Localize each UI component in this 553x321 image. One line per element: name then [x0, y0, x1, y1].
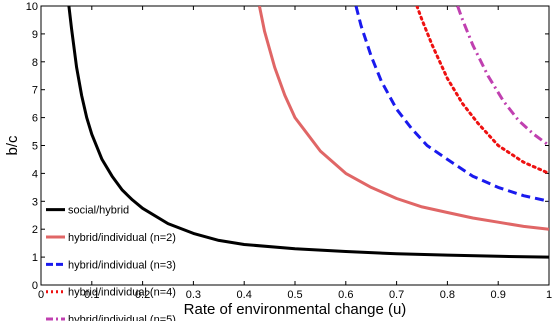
series-line-5	[456, 6, 549, 147]
series-line-2	[257, 6, 549, 231]
y-tick-label: 9	[32, 29, 38, 41]
y-tick-label: 5	[32, 141, 38, 153]
y-tick-label: 8	[32, 57, 38, 69]
x-tick-label: 0.1	[84, 289, 99, 301]
y-tick-label: 10	[26, 1, 38, 13]
series-line-1	[67, 6, 549, 259]
legend-label-5: hybrid/individual (n=5)	[68, 314, 176, 321]
x-axis-label: Rate of environmental change (u)	[184, 301, 407, 318]
y-tick-label: 2	[32, 224, 38, 236]
x-tick-label: 0.9	[491, 289, 506, 301]
series-line-3	[354, 6, 549, 203]
y-tick-label: 7	[32, 85, 38, 97]
x-tick-label: 0.8	[440, 289, 455, 301]
y-tick-label: 4	[32, 168, 38, 180]
series-line-4	[415, 6, 549, 175]
x-tick-label: 0.7	[389, 289, 404, 301]
x-tick-label: 0.2	[135, 289, 150, 301]
x-tick-label: 0	[38, 289, 44, 301]
legend-label-3: hybrid/individual (n=3)	[68, 259, 176, 271]
legend-label-2: hybrid/individual (n=2)	[68, 232, 176, 244]
y-tick-label: 3	[32, 196, 38, 208]
y-axis-label: b/c	[4, 135, 21, 156]
y-tick-label: 6	[32, 113, 38, 125]
x-tick-label: 0.6	[338, 289, 353, 301]
plot-area: 0 0.1 0.2 0.3 0.4 0.5 0.6 0.7 0.8 0.9 101234567891…	[4, 1, 552, 321]
y-tick-label: 0	[32, 280, 38, 292]
x-tick-label: 0.3	[186, 289, 201, 301]
x-tick-label: 0.4	[237, 289, 252, 301]
y-tick-label: 1	[32, 252, 38, 264]
legend-label-1: social/hybrid	[68, 205, 129, 217]
x-tick-label: 0.5	[287, 289, 302, 301]
legend-label-4: hybrid/individual (n=4)	[68, 287, 176, 299]
x-tick-label: 1	[546, 289, 552, 301]
series-lines	[67, 6, 549, 259]
